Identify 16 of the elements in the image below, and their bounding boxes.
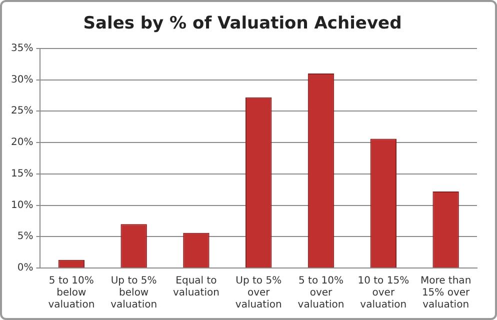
y-tick-label: 35% <box>10 42 34 54</box>
chart-title: Sales by % of Valuation Achieved <box>83 14 402 34</box>
y-tick-label: 10% <box>10 200 34 211</box>
x-tick-label: 5 to 10% below valuation <box>48 276 95 311</box>
y-tick-label: 25% <box>10 106 34 117</box>
y-tick-label: 5% <box>17 231 34 242</box>
y-tick-label: 30% <box>10 74 34 86</box>
y-tick-label: 0% <box>17 262 34 274</box>
x-tick-label: Equal to valuation <box>172 276 220 299</box>
x-tick-label: Up to 5% over valuation <box>235 276 282 311</box>
x-tick-label: Up to 5% below valuation <box>110 276 158 311</box>
y-tick-label: 20% <box>10 137 34 148</box>
x-tick-label: 10 to 15% over valuation <box>358 276 410 311</box>
y-tick-label: 15% <box>10 168 34 180</box>
x-tick-label: 5 to 10% over valuation <box>298 276 344 311</box>
x-tick-label: More than 15% over valuation <box>420 276 472 311</box>
